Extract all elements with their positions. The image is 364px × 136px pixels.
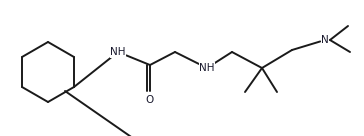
Text: N: N [321,35,329,45]
Text: O: O [146,95,154,105]
Text: NH: NH [199,63,215,73]
Text: NH: NH [110,47,126,57]
